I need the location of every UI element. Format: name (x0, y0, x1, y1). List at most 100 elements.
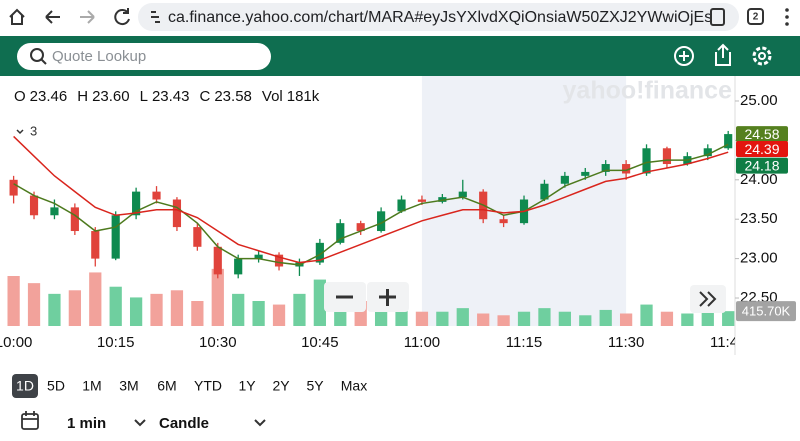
candle-body (152, 191, 161, 200)
volume-bar (150, 293, 163, 326)
volume-bar (660, 311, 674, 326)
volume-bar (640, 304, 653, 326)
range-button[interactable]: 1Y (238, 378, 256, 394)
candle-body (499, 219, 508, 224)
search-icon (30, 48, 44, 62)
volume-bar (211, 268, 224, 326)
back-button[interactable] (45, 10, 60, 24)
candle-body (172, 199, 182, 228)
home-button[interactable] (9, 8, 25, 25)
candle-body (29, 195, 39, 216)
tabs-button[interactable] (747, 8, 764, 25)
forward-button[interactable] (80, 10, 95, 24)
price-tag-label: 24.39 (744, 141, 779, 157)
scroll-latest-button[interactable] (699, 291, 717, 307)
candle-body (560, 175, 569, 184)
volume-bar (415, 311, 429, 326)
quote-label: H (77, 88, 88, 105)
range-button[interactable]: 5Y (306, 378, 324, 394)
indicator-count: 3 (30, 123, 37, 138)
candle-body (642, 148, 651, 174)
chart-style-selector[interactable]: Candle (159, 415, 209, 432)
candle-body (601, 164, 610, 172)
tab-count: 2 (753, 12, 759, 23)
quote-label: O (14, 88, 26, 105)
candle-body (234, 258, 243, 275)
quote-value: 23.60 (92, 88, 130, 105)
add-button[interactable] (679, 51, 689, 61)
quote-label: L (140, 88, 148, 105)
y-tick-label: 24.00 (740, 171, 778, 188)
volume-bar (477, 313, 490, 326)
candle-body (458, 191, 467, 198)
range-button[interactable]: YTD (194, 378, 222, 394)
add-button[interactable] (674, 46, 694, 66)
range-button[interactable]: 1M (82, 378, 101, 394)
x-tick-label: 10:00 (0, 334, 32, 351)
x-tick-label: 10:30 (199, 334, 237, 351)
volume-bar (293, 293, 306, 326)
x-axis: 10:00 10:15 10:30 10:45 11:00 11:15 11:30 11:45 (0, 334, 735, 351)
candle-body (274, 254, 284, 267)
volume-bar (252, 301, 265, 326)
y-tick-label: 23.50 (740, 210, 778, 227)
volume-bar (579, 315, 592, 326)
y-tick-label: 25.00 (740, 92, 778, 109)
url-box[interactable] (138, 3, 739, 31)
candle-body (540, 183, 549, 200)
range-button[interactable]: Max (341, 378, 367, 394)
candle-body (336, 223, 345, 243)
watermark: yahoo!finance (563, 77, 733, 105)
range-selector: 1D 5D 1M 3M 6M YTD 1Y 2Y 5Y Max (12, 374, 367, 398)
volume-bar (232, 293, 245, 326)
calendar-button[interactable] (22, 411, 38, 420)
quote-label: C (200, 88, 211, 105)
candle-body (703, 148, 712, 157)
volume-bar (89, 272, 102, 326)
range-button[interactable]: 3M (119, 378, 138, 394)
price-tag (736, 157, 788, 174)
range-button[interactable]: 2Y (272, 378, 290, 394)
interval-selector[interactable]: 1 min (67, 415, 106, 432)
reload-button[interactable] (114, 8, 130, 26)
price-tag-label: 24.58 (744, 126, 779, 142)
candle-body (438, 197, 447, 202)
candle-body (662, 148, 672, 165)
interval-chevron[interactable] (134, 419, 146, 427)
site-info-icon[interactable] (151, 11, 160, 23)
menu-dot[interactable] (785, 15, 789, 19)
volume-bar (27, 283, 41, 326)
indicator-toggle[interactable] (16, 129, 24, 135)
candle-body (315, 242, 324, 263)
quote-label: Vol (262, 88, 283, 105)
volume-bar (109, 286, 122, 326)
candle-body (377, 211, 386, 232)
search-box[interactable] (17, 43, 271, 70)
range-selected-bg (12, 374, 38, 398)
candle-body (254, 254, 263, 259)
menu-dot[interactable] (785, 22, 789, 26)
volume-bar (48, 293, 61, 326)
share-button[interactable] (715, 43, 731, 66)
price-tag (736, 141, 788, 158)
volume-tag-label: 415.70K (742, 304, 791, 319)
range-button[interactable]: 6M (157, 378, 176, 394)
search-icon (40, 58, 47, 65)
plot-area (7, 76, 735, 326)
y-tick-label: 23.00 (740, 250, 778, 267)
calendar-button[interactable] (21, 413, 39, 430)
candle-body (417, 199, 427, 202)
menu-dot[interactable] (785, 8, 789, 12)
settings-button[interactable] (752, 46, 772, 66)
volume-bar (436, 311, 449, 326)
price-tag-label: 24.18 (744, 157, 779, 173)
chart-style-chevron[interactable] (254, 419, 266, 427)
volume-bar (456, 308, 469, 326)
range-button[interactable]: 1D (16, 378, 34, 394)
range-button[interactable]: 5D (47, 378, 65, 394)
settings-button[interactable] (758, 52, 766, 60)
zoom-in-button[interactable] (379, 289, 396, 306)
reader-button[interactable] (710, 8, 725, 26)
volume-bar (497, 315, 510, 326)
